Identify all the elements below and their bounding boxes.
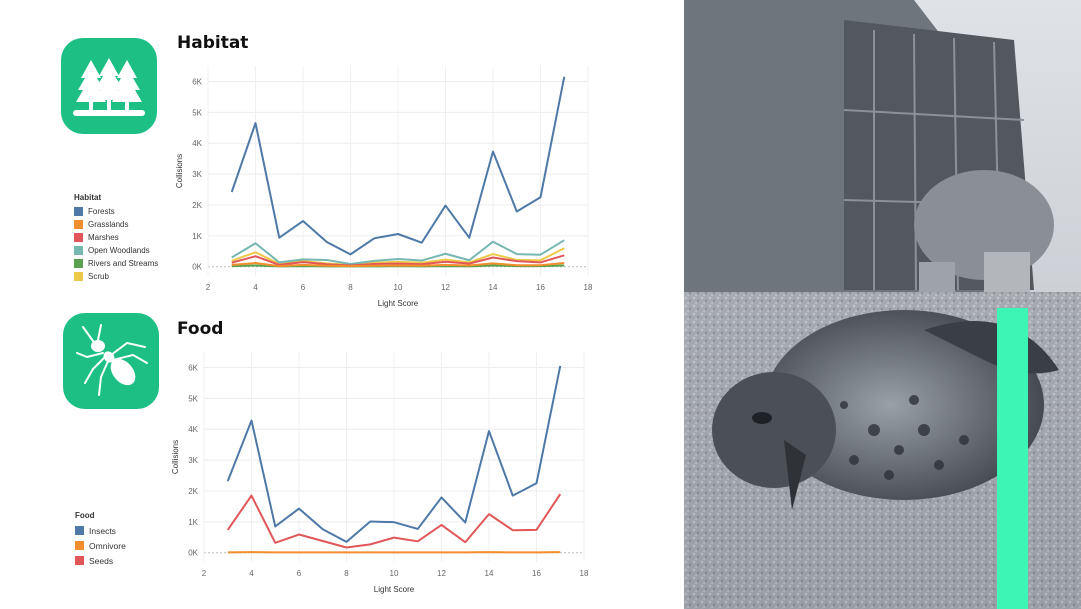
food-title: Food (177, 319, 224, 339)
legend-label: Scrub (88, 272, 109, 281)
legend-swatch (74, 259, 83, 268)
legend-label: Marshes (88, 233, 119, 242)
legend-item[interactable]: Forests (74, 205, 158, 218)
y-tick-label: 5K (188, 394, 198, 403)
series-line-marshes[interactable] (231, 254, 565, 267)
x-tick-label: 6 (301, 283, 306, 292)
legend-item[interactable]: Scrub (74, 270, 158, 283)
y-tick-label: 6K (188, 363, 198, 372)
y-tick-label: 2K (188, 487, 198, 496)
series-line-grasslands[interactable] (231, 262, 565, 268)
x-tick-label: 10 (394, 283, 403, 292)
habitat-legend-items: Forests Grasslands Marshes Open Woodlands Ri… (74, 205, 158, 283)
habitat-title: Habitat (177, 33, 249, 53)
legend-label: Open Woodlands (88, 246, 150, 255)
series-line-insects[interactable] (226, 365, 562, 543)
y-axis-label: Collisions (175, 154, 184, 188)
x-tick-label: 16 (532, 569, 541, 578)
food-chart: 0K 1K 2K 3K 4K 5K 6K 2 4 6 8 10 12 14 16 18 Light Score C… (171, 352, 588, 594)
x-tick-label: 14 (485, 569, 494, 578)
legend-swatch (74, 220, 83, 229)
y-tick-label: 0K (188, 549, 198, 558)
x-tick-label: 12 (441, 283, 450, 292)
legend-swatch (75, 526, 84, 535)
legend-label: Insects (89, 525, 116, 536)
x-axis-label: Light Score (378, 299, 419, 308)
legend-label: Rivers and Streams (88, 259, 159, 268)
food-legend: Food Insects Omnivore Seeds (75, 511, 126, 568)
y-tick-label: 4K (188, 425, 198, 434)
legend-swatch (74, 246, 83, 255)
x-tick-label: 2 (206, 283, 211, 292)
legend-swatch (75, 541, 84, 550)
y-tick-label: 1K (192, 232, 202, 241)
y-tick-label: 2K (192, 201, 202, 210)
food-legend-title: Food (75, 511, 95, 520)
legend-swatch (74, 272, 83, 281)
legend-item[interactable]: Omnivore (75, 538, 126, 553)
x-tick-label: 2 (202, 569, 207, 578)
x-tick-label: 6 (297, 569, 302, 578)
legend-item[interactable]: Rivers and Streams (74, 257, 158, 270)
legend-swatch (75, 556, 84, 565)
legend-item[interactable]: Grasslands (74, 218, 158, 231)
y-tick-label: 1K (188, 518, 198, 527)
x-tick-label: 18 (580, 569, 588, 578)
y-tick-label: 0K (192, 263, 202, 272)
y-tick-label: 3K (188, 456, 198, 465)
y-tick-label: 5K (192, 108, 202, 117)
habitat-legend-title: Habitat (74, 193, 102, 202)
y-tick-label: 4K (192, 139, 202, 148)
legend-label: Seeds (89, 555, 114, 566)
x-tick-label: 16 (536, 283, 545, 292)
x-tick-label: 8 (348, 283, 353, 292)
legend-label: Grasslands (88, 220, 129, 229)
x-axis-label: Light Score (374, 585, 415, 594)
x-tick-label: 4 (249, 569, 254, 578)
x-tick-label: 4 (253, 283, 258, 292)
food-legend-items: Insects Omnivore Seeds (75, 523, 126, 568)
series-line-open-woodlands[interactable] (231, 239, 565, 265)
y-axis-label: Collisions (171, 440, 180, 474)
habitat-legend: Habitat Forests Grasslands Marshes Open Woo… (74, 193, 158, 283)
habitat-chart: 0K 1K 2K 3K 4K 5K 6K 2 4 6 8 10 12 14 16 18 Light Score C… (175, 66, 592, 308)
legend-swatch (74, 207, 83, 216)
series-line-forests[interactable] (230, 76, 566, 256)
x-tick-label: 18 (584, 283, 592, 292)
x-tick-label: 10 (390, 569, 399, 578)
legend-item[interactable]: Insects (75, 523, 126, 538)
x-tick-label: 14 (489, 283, 498, 292)
x-tick-label: 12 (437, 569, 446, 578)
forest-icon (61, 38, 157, 134)
legend-label: Forests (88, 207, 115, 216)
legend-item[interactable]: Open Woodlands (74, 244, 158, 257)
dashboard-panel: Habitat Habitat Forests Grasslands Marshes… (61, 33, 592, 594)
y-tick-label: 3K (192, 170, 202, 179)
insect-icon (63, 313, 159, 409)
legend-swatch (74, 233, 83, 242)
x-tick-label: 8 (344, 569, 349, 578)
legend-item[interactable]: Marshes (74, 231, 158, 244)
legend-label: Omnivore (89, 540, 126, 551)
y-tick-label: 6K (192, 77, 202, 86)
accent-bar (997, 308, 1028, 609)
series-line-seeds[interactable] (226, 493, 562, 549)
legend-item[interactable]: Seeds (75, 553, 126, 568)
